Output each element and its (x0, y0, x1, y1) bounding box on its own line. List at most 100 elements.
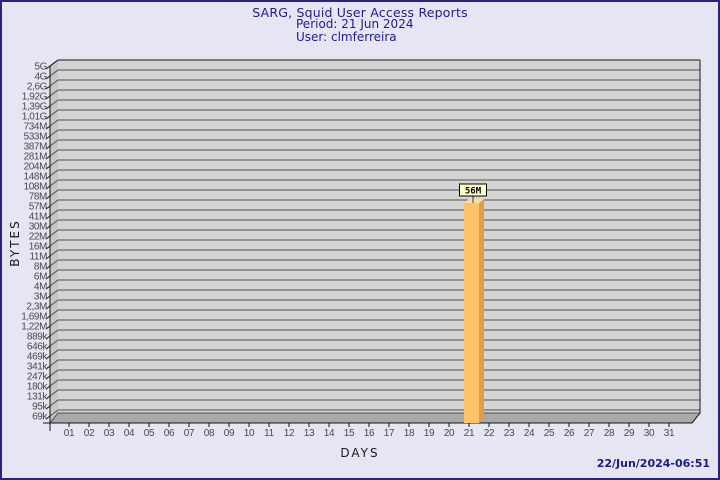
y-tick (45, 95, 51, 100)
x-tick-label: 02 (84, 428, 95, 439)
y-tick (45, 245, 51, 250)
y-tick-label: 889k (27, 332, 48, 343)
wall-gridline (49, 379, 59, 387)
y-tick (45, 75, 51, 80)
wall-gridline (49, 129, 59, 137)
bar-value-label: 56M (465, 187, 482, 197)
wall-gridline (49, 299, 59, 307)
x-tick-label: 09 (224, 428, 235, 439)
y-tick-label: 16M (29, 242, 47, 253)
y-tick-label: 3M (34, 292, 47, 303)
wall-gridline (49, 349, 59, 357)
user-line: User: clmferreira (296, 29, 397, 44)
period-line: Period: 21 Jun 2024 (296, 17, 414, 31)
y-tick-label: 4G (34, 72, 47, 83)
x-tick-label: 21 (464, 428, 475, 439)
y-tick-label: 8M (34, 262, 47, 273)
y-tick (45, 375, 51, 380)
y-tick-label: 78M (29, 192, 47, 203)
y-tick-label: 4M (34, 282, 47, 293)
wall-gridline (49, 229, 59, 237)
x-tick-label: 18 (404, 428, 415, 439)
wall-gridline (49, 359, 59, 367)
y-tick (45, 65, 51, 70)
wall-gridline (49, 199, 59, 207)
wall-gridline (49, 79, 59, 87)
x-tick-label: 03 (104, 428, 115, 439)
y-tick-label: 533M (24, 132, 47, 143)
y-tick (45, 165, 51, 170)
y-tick-label: 1,92G (22, 92, 48, 103)
y-tick-label: 11M (29, 252, 47, 263)
y-tick-label: 341k (27, 362, 48, 373)
wall-gridline (49, 309, 59, 317)
wall-gridline (49, 409, 59, 417)
y-tick (45, 105, 51, 110)
x-tick-label: 12 (284, 428, 295, 439)
x-tick-label: 30 (644, 428, 655, 439)
x-tick-label: 26 (564, 428, 575, 439)
y-tick-label: 41M (29, 212, 47, 223)
x-tick-label: 22 (484, 428, 495, 439)
bottom-wall (48, 412, 702, 424)
y-tick (45, 345, 51, 350)
wall-gridline (49, 239, 59, 247)
y-tick (45, 415, 51, 420)
wall-gridline (49, 329, 59, 337)
wall-gridline (49, 399, 59, 407)
wall-gridline (49, 179, 59, 187)
bar (464, 203, 479, 423)
y-tick-label: 204M (24, 162, 47, 173)
wall-gridline (49, 159, 59, 167)
y-tick (45, 175, 51, 180)
wall-gridline (49, 169, 59, 177)
y-tick (45, 225, 51, 230)
generation-timestamp: 22/Jun/2024-06:51 (596, 457, 710, 470)
y-tick (45, 385, 51, 390)
wall-gridline (49, 99, 59, 107)
x-tick-label: 05 (144, 428, 155, 439)
x-tick-label: 27 (584, 428, 595, 439)
wall-gridline (49, 189, 59, 197)
x-tick-label: 06 (164, 428, 175, 439)
y-tick-label: 387M (24, 142, 47, 153)
wall-top-edge (49, 59, 59, 67)
wall-gridline (49, 279, 59, 287)
x-tick-label: 04 (124, 428, 135, 439)
y-tick-label: 2,6G (27, 82, 48, 93)
y-tick (45, 135, 51, 140)
wall-gridline (49, 139, 59, 147)
y-tick-label: 1,01G (22, 112, 48, 123)
y-tick (45, 115, 51, 120)
wall-gridline (49, 249, 59, 257)
y-tick (45, 205, 51, 210)
y-tick (45, 215, 51, 220)
chart-subtitle-block: Period: 21 Jun 2024 User: clmferreira (296, 18, 413, 43)
wall-gridline (49, 209, 59, 217)
x-tick-label: 16 (364, 428, 375, 439)
y-tick (45, 335, 51, 340)
x-tick-label: 13 (304, 428, 315, 439)
y-tick-label: 30M (29, 222, 47, 233)
y-tick-label: 95k (32, 402, 48, 413)
wall-gridline (49, 289, 59, 297)
wall-gridline (49, 69, 59, 77)
y-tick (45, 315, 51, 320)
bar-value-label-box (459, 183, 487, 197)
wall-gridline (49, 369, 59, 377)
y-tick (45, 265, 51, 270)
left-wall (50, 60, 58, 423)
y-tick-label: 734M (24, 122, 47, 133)
wall-gridline (49, 319, 59, 327)
y-tick-label: 469k (27, 352, 48, 363)
x-tick-label: 14 (324, 428, 335, 439)
wall-gridline (49, 219, 59, 227)
wall-gridline (49, 89, 59, 97)
x-tick-label: 25 (544, 428, 555, 439)
bar-top-face (464, 199, 484, 203)
x-tick-label: 23 (504, 428, 515, 439)
y-tick-label: 6M (34, 272, 47, 283)
y-tick (45, 365, 51, 370)
y-tick (45, 185, 51, 190)
